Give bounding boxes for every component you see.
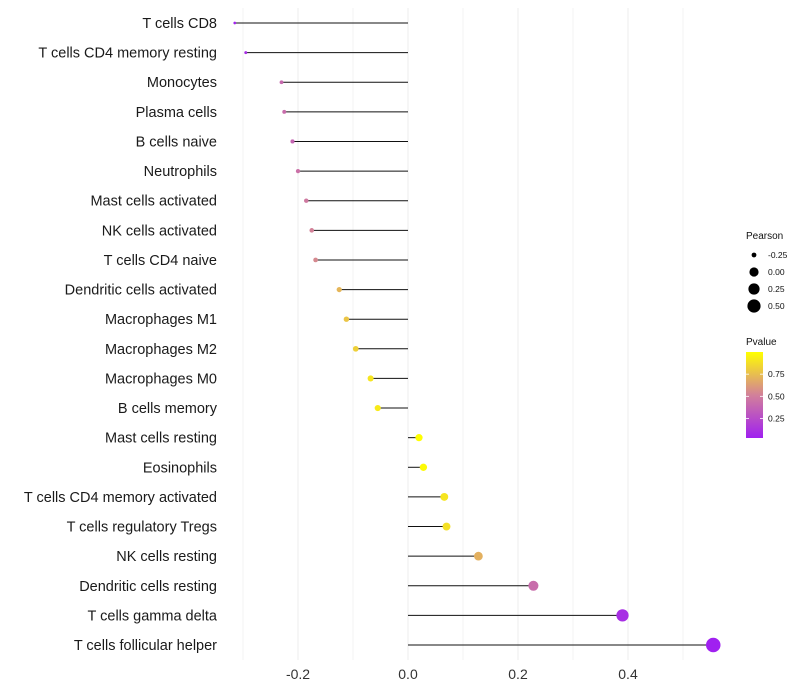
x-tick-label: 0.4 <box>618 666 638 682</box>
lollipop-point <box>415 434 423 442</box>
size-legend-label: 0.00 <box>768 267 785 277</box>
lollipop-point <box>419 463 428 471</box>
category-label: T cells CD8 <box>142 16 217 32</box>
category-label: T cells CD4 memory resting <box>38 46 217 62</box>
lollipop-point <box>705 637 721 653</box>
lollipop-point <box>374 404 381 412</box>
lollipop-point <box>233 21 237 25</box>
lollipop-point <box>336 286 342 293</box>
category-label: Plasma cells <box>136 105 217 121</box>
lollipop-point <box>474 551 483 561</box>
category-label: Dendritic cells activated <box>65 283 217 299</box>
color-legend-title: Pvalue <box>746 337 777 348</box>
category-label: Macrophages M2 <box>105 342 217 358</box>
lollipop-point <box>282 109 287 114</box>
category-label: Eosinophils <box>143 460 217 476</box>
category-label: NK cells activated <box>102 223 217 239</box>
lollipop-point <box>442 522 451 531</box>
size-legend-title: Pearson <box>746 231 783 242</box>
lollipop-points <box>233 21 721 653</box>
lollipop-point <box>279 80 284 85</box>
lollipop-point <box>616 609 629 622</box>
lollipop-segments <box>234 22 714 646</box>
color-legend-label: 0.25 <box>768 413 785 423</box>
legend: Pearson -0.25 0.00 0.25 0.50 Pvalue 0.75 0.50 0.… <box>746 231 788 438</box>
lollipop-point <box>295 168 301 174</box>
category-label: T cells follicular helper <box>74 638 217 654</box>
size-legend-key <box>748 283 760 295</box>
category-label: NK cells resting <box>116 549 217 565</box>
category-label: T cells regulatory Tregs <box>67 520 217 536</box>
lollipop-point <box>304 198 309 203</box>
size-legend-label: 0.50 <box>768 301 785 311</box>
x-tick-label: 0.0 <box>398 666 418 682</box>
size-legend-label: 0.25 <box>768 284 785 294</box>
category-label: Macrophages M1 <box>105 312 217 328</box>
grid-lines <box>242 8 684 660</box>
lollipop-point <box>290 139 295 144</box>
category-label: Monocytes <box>147 75 217 91</box>
x-tick-label: -0.2 <box>286 666 310 682</box>
size-legend-key <box>747 299 761 313</box>
color-legend-label: 0.75 <box>768 369 785 379</box>
lollipop-point <box>343 316 350 322</box>
category-labels: T cells CD8 T cells CD4 memory resting Mon… <box>24 16 218 654</box>
category-label: T cells CD4 memory activated <box>24 490 217 506</box>
color-legend-bar <box>746 352 763 438</box>
x-axis-tick-labels: -0.2 0.0 0.2 0.4 <box>286 666 638 682</box>
category-label: Macrophages M0 <box>105 371 217 387</box>
x-tick-label: 0.2 <box>508 666 528 682</box>
category-label: Mast cells resting <box>105 431 217 447</box>
lollipop-point <box>440 492 449 501</box>
category-label: B cells naive <box>136 134 217 150</box>
category-label: B cells memory <box>118 401 218 417</box>
size-legend-key <box>751 252 757 258</box>
size-legend-key <box>749 267 759 277</box>
lollipop-point <box>528 580 539 591</box>
category-label: Neutrophils <box>144 164 217 180</box>
color-legend-label: 0.50 <box>768 391 785 401</box>
lollipop-point <box>313 257 318 263</box>
category-label: T cells CD4 naive <box>104 253 217 269</box>
size-legend-label: -0.25 <box>768 250 788 260</box>
category-label: Dendritic cells resting <box>79 579 217 595</box>
lollipop-point <box>244 51 248 55</box>
category-label: Mast cells activated <box>90 194 217 210</box>
category-label: T cells gamma delta <box>88 608 218 624</box>
lollipop-point <box>367 375 374 382</box>
lollipop-point <box>309 228 315 233</box>
lollipop-point <box>352 345 359 352</box>
